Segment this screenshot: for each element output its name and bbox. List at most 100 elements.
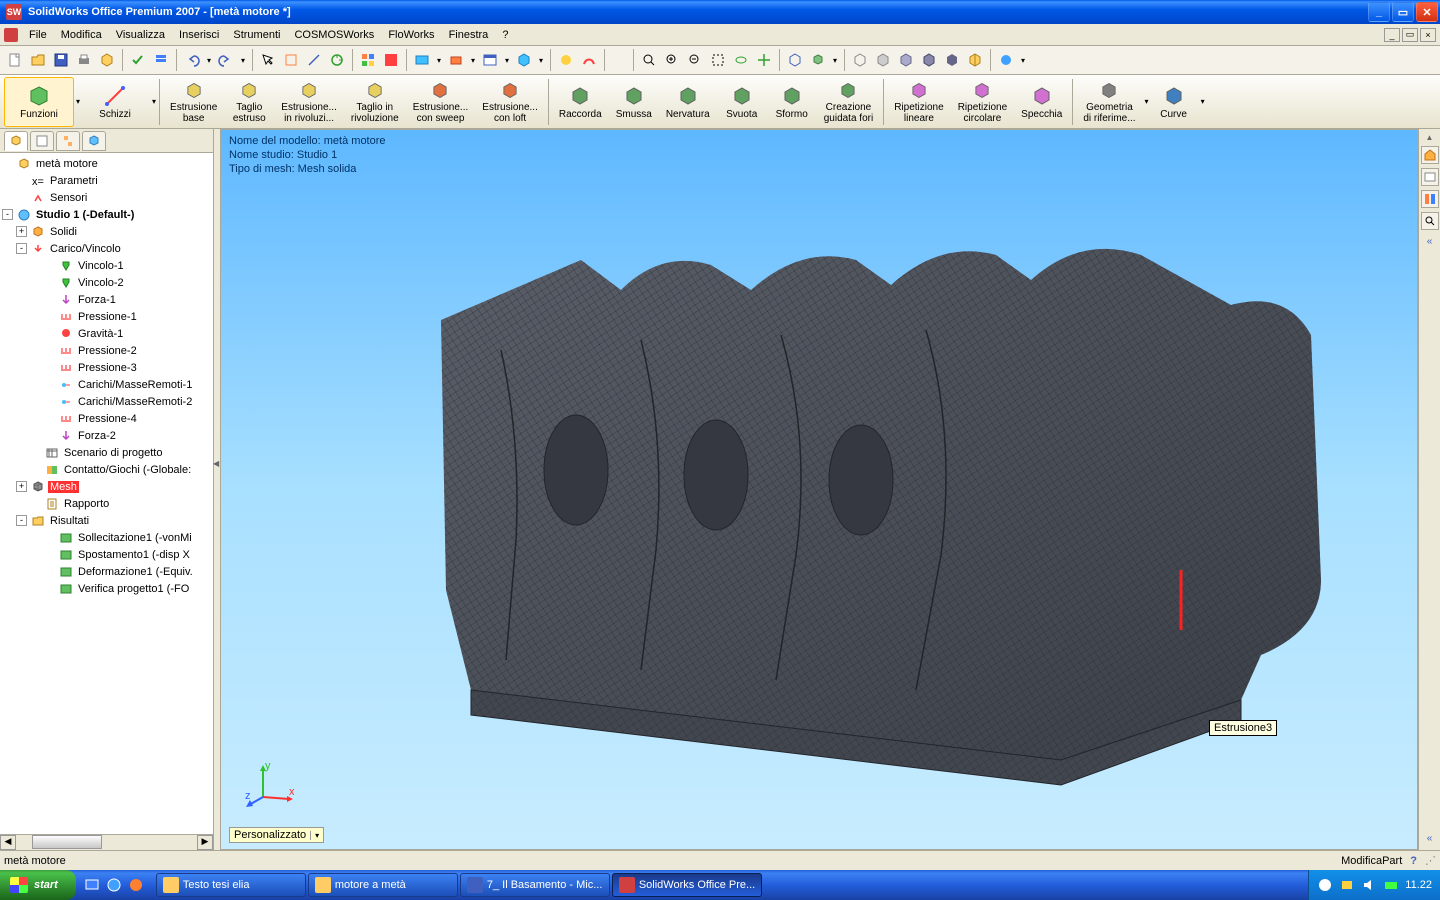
cosmos2-button[interactable]	[578, 49, 600, 71]
taskbar-task[interactable]: motore a metà	[308, 873, 458, 897]
help-icon[interactable]: ?	[1410, 855, 1417, 867]
new-doc-button[interactable]	[4, 49, 26, 71]
taskbar-task[interactable]: SolidWorks Office Pre...	[612, 873, 762, 897]
tree-node[interactable]: +Mesh	[2, 478, 211, 495]
cmd-ripetizione[interactable]: Ripetizionecircolare	[951, 77, 1014, 127]
display-style2-button[interactable]	[872, 49, 894, 71]
options-button[interactable]	[150, 49, 172, 71]
zoom-sel-button[interactable]	[707, 49, 729, 71]
tree-node[interactable]: metà motore	[2, 155, 211, 172]
select-button[interactable]	[257, 49, 279, 71]
cmd-curve[interactable]: Curve	[1149, 77, 1199, 127]
menu-inserisci[interactable]: Inserisci	[172, 26, 226, 44]
open-button[interactable]	[27, 49, 49, 71]
tray-icon-2[interactable]	[1339, 877, 1355, 893]
tree-node[interactable]: Vincolo-2	[2, 274, 211, 291]
cmdtab-funzioni[interactable]: Funzioni	[4, 77, 74, 127]
mdi-close-button[interactable]: ×	[1420, 28, 1436, 42]
tray-icon-1[interactable]	[1317, 877, 1333, 893]
quicklaunch-explorer-button[interactable]	[104, 874, 124, 896]
cmd-estrusione[interactable]: Estrusione...con loft	[475, 77, 545, 127]
tree-node[interactable]: Pressione-1	[2, 308, 211, 325]
section-view-button[interactable]	[964, 49, 986, 71]
tree-expand-icon[interactable]: +	[16, 481, 27, 492]
viewport-display-dropdown[interactable]: Personalizzato▾	[229, 827, 324, 843]
tree-node[interactable]: Sollecitazione1 (-vonMi	[2, 529, 211, 546]
menu-file[interactable]: File	[22, 26, 54, 44]
tree-node[interactable]: Carichi/MasseRemoti-1	[2, 376, 211, 393]
tree-node[interactable]: -Carico/Vincolo	[2, 240, 211, 257]
color-button[interactable]	[380, 49, 402, 71]
menu-modifica[interactable]: Modifica	[54, 26, 109, 44]
3d-viewport[interactable]: Nome del modello: metà motore Nome studi…	[220, 129, 1418, 850]
macro-dropdown[interactable]: ▾	[434, 49, 444, 71]
taskpane-library-button[interactable]	[1421, 190, 1439, 208]
cmd-nervatura[interactable]: Nervatura	[659, 77, 717, 127]
undo-dropdown[interactable]: ▾	[204, 49, 214, 71]
tree-node[interactable]: Pressione-3	[2, 359, 211, 376]
cmdtab-schizzi-dropdown[interactable]: ▾	[152, 97, 156, 106]
cosmos-button[interactable]	[555, 49, 577, 71]
menu-floworks[interactable]: FloWorks	[381, 26, 441, 44]
menu-?[interactable]: ?	[495, 26, 515, 44]
display-style4-button[interactable]	[918, 49, 940, 71]
mdi-minimize-button[interactable]: _	[1384, 28, 1400, 42]
tree-h-scrollbar[interactable]: ◀▶	[0, 834, 213, 850]
cmd-ripetizione[interactable]: Ripetizionelineare	[887, 77, 950, 127]
maximize-button[interactable]: ▭	[1392, 2, 1414, 22]
cmd-taglio[interactable]: Taglioestruso	[224, 77, 274, 127]
macro-button[interactable]	[411, 49, 433, 71]
cmd-estrusione[interactable]: Estrusione...con sweep	[406, 77, 476, 127]
menu-cosmosworks[interactable]: COSMOSWorks	[287, 26, 381, 44]
cmd-specchia[interactable]: Specchia	[1014, 77, 1069, 127]
quicklaunch-desktop-button[interactable]	[82, 874, 102, 896]
minimize-button[interactable]: _	[1368, 2, 1390, 22]
tree-node[interactable]: Scenario di progetto	[2, 444, 211, 461]
taskbar-clock[interactable]: 11.22	[1405, 879, 1432, 891]
menu-visualizza[interactable]: Visualizza	[109, 26, 172, 44]
tree-node[interactable]: Forza-1	[2, 291, 211, 308]
tree-node[interactable]: Forza-2	[2, 427, 211, 444]
tree-tab-render[interactable]	[82, 131, 106, 151]
tree-node[interactable]: Gravità-1	[2, 325, 211, 342]
tree-tab-config[interactable]	[56, 131, 80, 151]
start-button[interactable]: start	[0, 870, 76, 900]
cmd-taglioin[interactable]: Taglio inrivoluzione	[344, 77, 406, 127]
zoom-inout-button[interactable]	[684, 49, 706, 71]
menu-finestra[interactable]: Finestra	[442, 26, 496, 44]
cmd-geometria[interactable]: Geometriadi riferime...	[1076, 77, 1142, 127]
tree-node[interactable]: Rapporto	[2, 495, 211, 512]
cmd-estrusione[interactable]: Estrusionebase	[163, 77, 224, 127]
zoom-area-button[interactable]	[661, 49, 683, 71]
cmd-svuota[interactable]: Svuota	[717, 77, 767, 127]
system-tray[interactable]: 11.22	[1308, 870, 1440, 900]
taskbar-task[interactable]: Testo tesi elia	[156, 873, 306, 897]
tree-node[interactable]: -Studio 1 (-Default-)	[2, 206, 211, 223]
tree-node[interactable]: Contatto/Giochi (-Globale:	[2, 461, 211, 478]
cmd-raccorda[interactable]: Raccorda	[552, 77, 609, 127]
view-orient-button[interactable]	[807, 49, 829, 71]
tree-node[interactable]: Pressione-2	[2, 342, 211, 359]
cmdtab-schizzi[interactable]: Schizzi	[80, 77, 150, 127]
sketch-tool-button[interactable]	[280, 49, 302, 71]
tray-icon-4[interactable]	[1383, 877, 1399, 893]
tree-node[interactable]: Deformazione1 (-Equiv.	[2, 563, 211, 580]
3d-button[interactable]	[96, 49, 118, 71]
tree-node[interactable]: x=Parametri	[2, 172, 211, 189]
undo-button[interactable]	[181, 49, 203, 71]
display-style1-button[interactable]	[849, 49, 871, 71]
tree-expand-icon[interactable]: -	[2, 209, 13, 220]
menu-strumenti[interactable]: Strumenti	[226, 26, 287, 44]
tree-node[interactable]: Pressione-4	[2, 410, 211, 427]
taskpane-search-button[interactable]	[1421, 212, 1439, 230]
check-button[interactable]	[127, 49, 149, 71]
cmd-dropdown[interactable]: ▾	[1201, 97, 1205, 106]
grid-button[interactable]	[357, 49, 379, 71]
taskpane-home-button[interactable]	[1421, 146, 1439, 164]
tree-expand-icon[interactable]: -	[16, 243, 27, 254]
addins-dropdown[interactable]: ▾	[536, 49, 546, 71]
realview-button[interactable]	[995, 49, 1017, 71]
window-dropdown[interactable]: ▾	[502, 49, 512, 71]
tree-node[interactable]: +Solidi	[2, 223, 211, 240]
rotate-button[interactable]	[730, 49, 752, 71]
